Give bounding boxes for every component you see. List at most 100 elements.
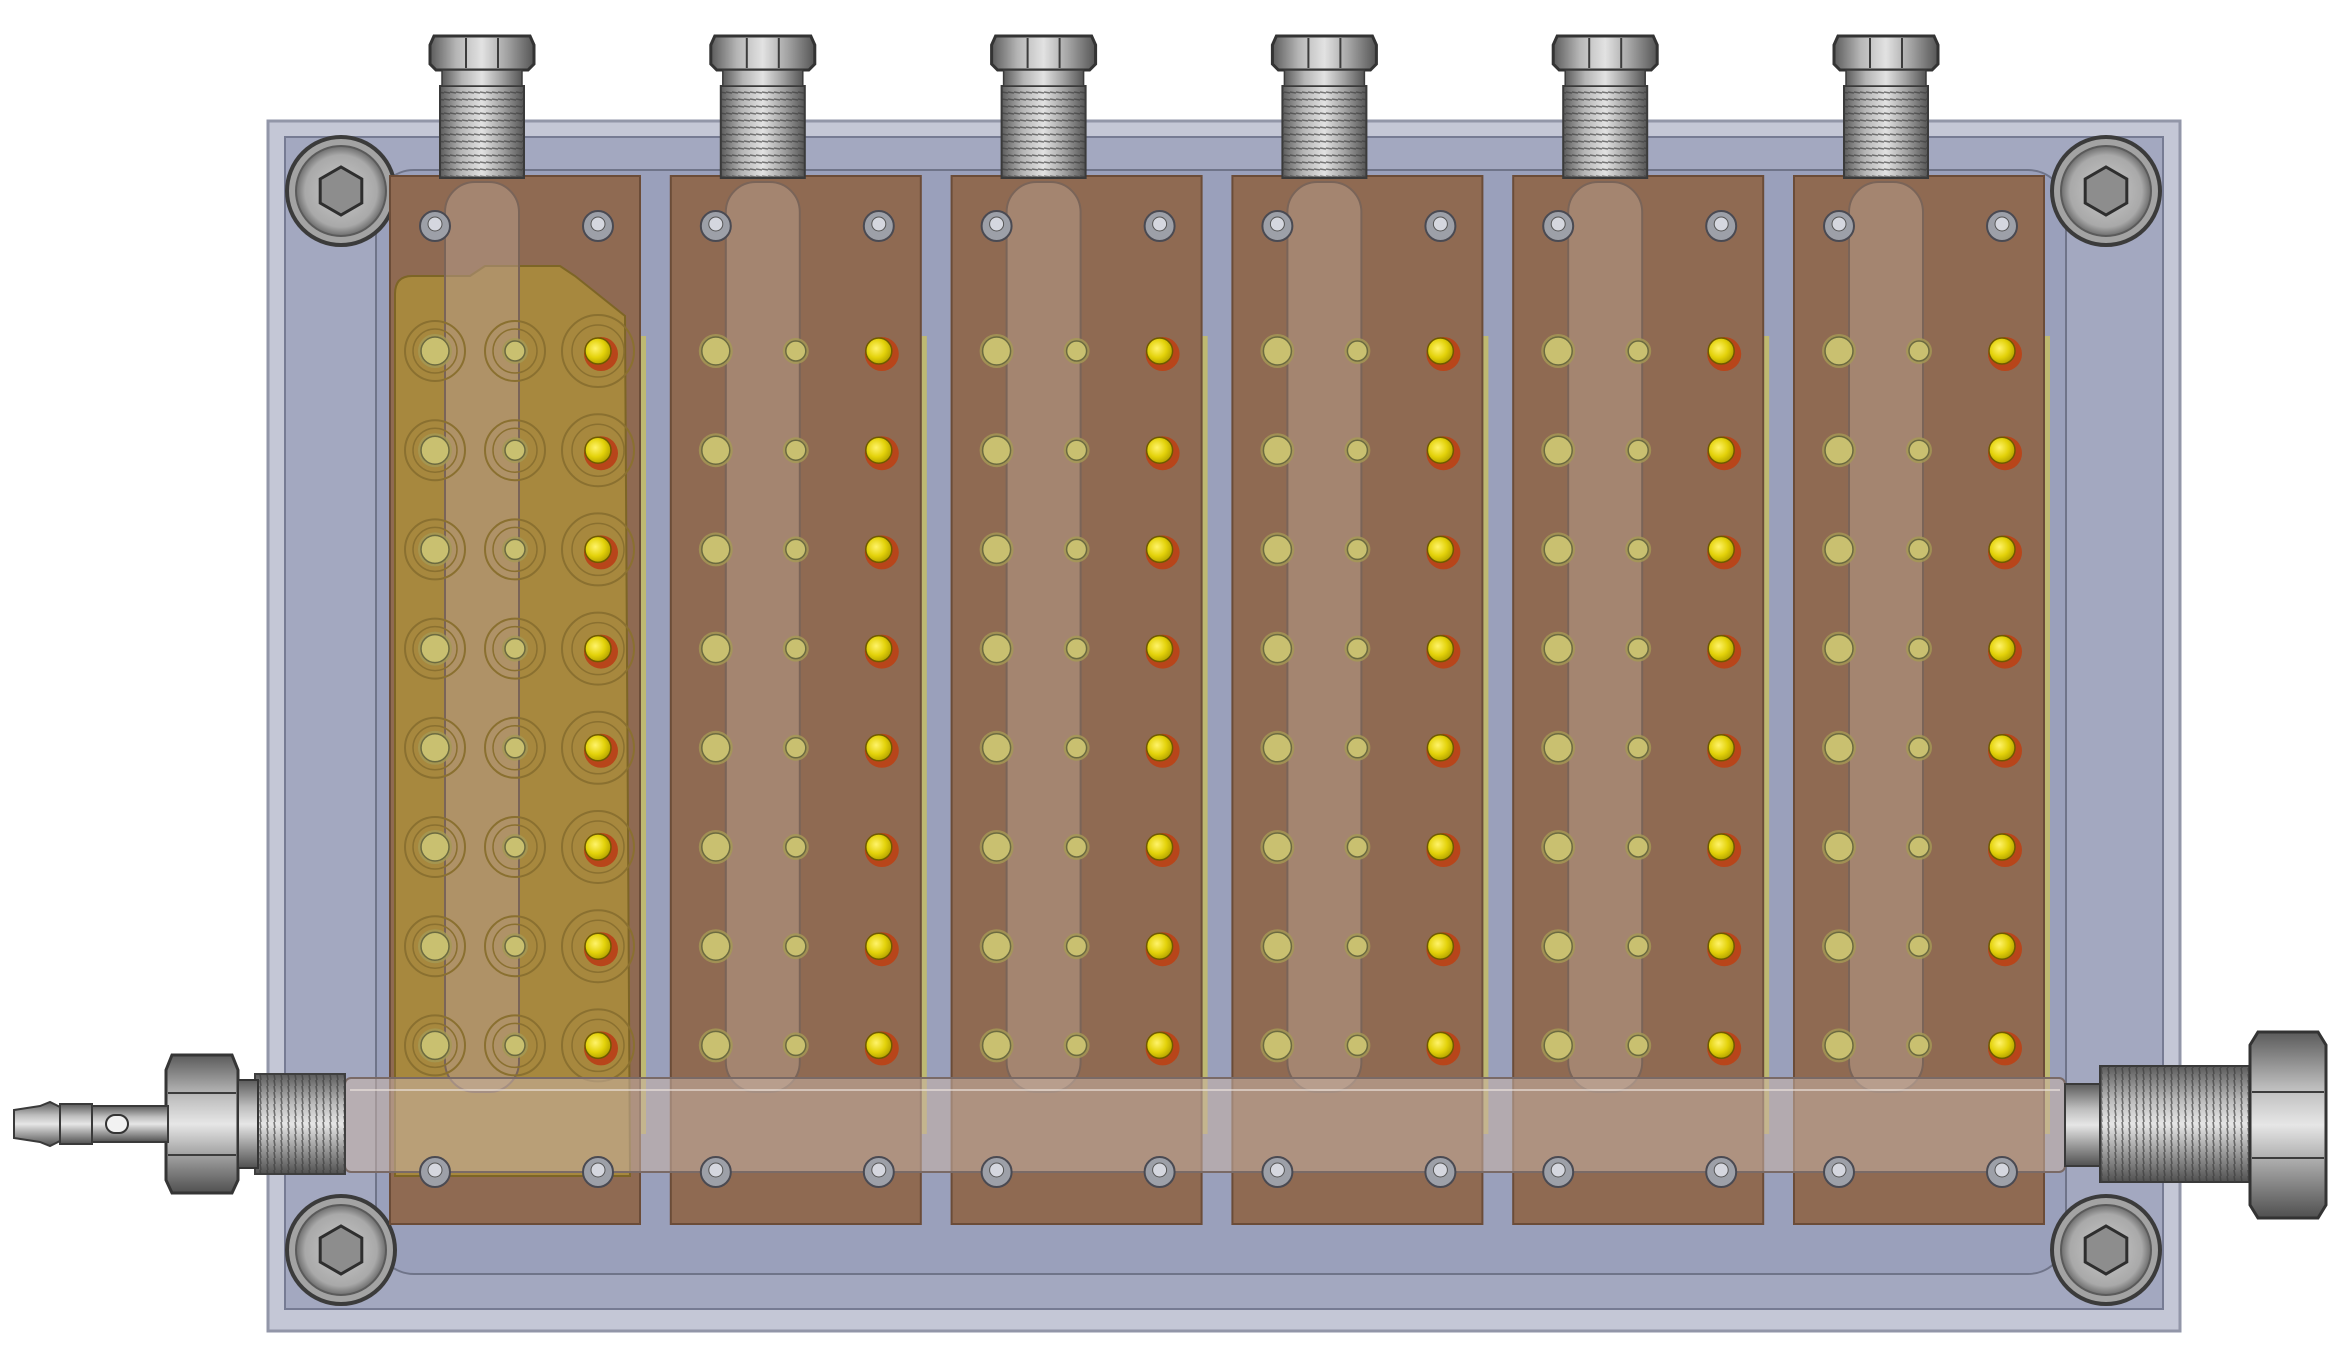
hole xyxy=(865,932,893,960)
hole-ring xyxy=(484,1014,546,1077)
hole xyxy=(1543,534,1573,565)
hole-ring xyxy=(404,419,466,482)
hole-ring xyxy=(561,314,635,388)
hole xyxy=(1707,436,1735,464)
hole xyxy=(1543,733,1573,763)
hole-ring xyxy=(484,915,546,978)
hole-ring xyxy=(484,518,546,581)
hole xyxy=(1824,336,1854,366)
hole xyxy=(981,931,1012,961)
hole xyxy=(1145,932,1174,960)
hole-ring xyxy=(484,716,546,779)
plate-edge xyxy=(1761,336,1770,1134)
hole xyxy=(785,836,807,858)
hole xyxy=(584,932,612,960)
hole xyxy=(584,436,612,464)
hole xyxy=(701,733,731,763)
socket-bolt-icon xyxy=(2050,135,2162,247)
hole xyxy=(1908,836,1930,858)
hole xyxy=(865,535,893,564)
hex-nut-icon xyxy=(164,1053,240,1195)
hole xyxy=(785,340,807,362)
hole xyxy=(1988,1031,2016,1060)
hole xyxy=(1707,337,1735,365)
hole xyxy=(701,832,731,862)
plate-edge xyxy=(1199,336,1208,1134)
hole xyxy=(1426,1031,1455,1060)
hole xyxy=(1426,634,1455,663)
hex-nut-icon xyxy=(1832,34,1940,72)
hole xyxy=(584,337,612,365)
hole xyxy=(1707,833,1735,861)
hole xyxy=(584,734,612,762)
socket-bolt-icon xyxy=(285,1194,397,1306)
bottom-screws xyxy=(419,1156,2018,1188)
hole xyxy=(981,435,1012,465)
hole xyxy=(1988,833,2016,861)
hole xyxy=(1908,935,1930,957)
hex-nut-icon xyxy=(990,34,1098,72)
hole xyxy=(1627,538,1649,561)
hole xyxy=(865,1031,893,1060)
hole xyxy=(1908,538,1930,561)
hole xyxy=(1262,832,1293,862)
hex-nut-icon xyxy=(1270,34,1378,72)
hole xyxy=(1543,832,1573,862)
hole xyxy=(504,836,526,858)
hole xyxy=(1908,340,1930,362)
electrode-plates xyxy=(389,175,2050,1225)
hole xyxy=(504,737,526,759)
plate-3 xyxy=(950,175,1208,1225)
hole xyxy=(420,534,450,565)
hole xyxy=(1346,1034,1369,1057)
hole-ring xyxy=(404,518,466,581)
hole xyxy=(504,538,526,561)
hole-ring xyxy=(404,716,466,779)
hole xyxy=(1908,637,1930,660)
plate-edge xyxy=(2042,336,2050,1134)
hole xyxy=(584,535,612,564)
hole-ring xyxy=(484,816,546,878)
plate-edge xyxy=(918,336,927,1134)
hole xyxy=(420,931,450,961)
hole xyxy=(981,832,1012,862)
hole xyxy=(1543,435,1573,465)
hole xyxy=(1543,633,1573,664)
hole xyxy=(865,337,893,365)
hole xyxy=(1065,637,1088,660)
hole xyxy=(1988,436,2016,464)
hole xyxy=(1346,439,1369,461)
hole xyxy=(1824,832,1854,862)
hole xyxy=(1426,436,1455,464)
socket-bolt-icon xyxy=(285,135,397,247)
hole xyxy=(584,1031,612,1060)
hole-ring xyxy=(404,320,466,382)
hole xyxy=(1262,1030,1293,1061)
hole xyxy=(981,633,1012,664)
hole xyxy=(1824,435,1854,465)
hole xyxy=(1426,833,1455,861)
hole xyxy=(1707,535,1735,564)
hole xyxy=(701,336,731,366)
hole-ring xyxy=(561,413,635,488)
hole xyxy=(1346,935,1369,957)
hole xyxy=(1426,932,1455,960)
hole xyxy=(1065,340,1088,362)
top-fitting-5 xyxy=(1551,34,1659,179)
hole xyxy=(1262,733,1293,763)
hole xyxy=(1707,634,1735,663)
hole xyxy=(1627,340,1649,362)
hole xyxy=(1346,836,1369,858)
top-fittings xyxy=(428,34,1940,179)
hole xyxy=(981,733,1012,763)
hole xyxy=(701,534,731,565)
hole xyxy=(865,734,893,762)
hole xyxy=(504,340,526,362)
hole xyxy=(701,931,731,961)
hole xyxy=(1145,436,1174,464)
hex-nut-icon xyxy=(428,34,536,72)
hole xyxy=(504,935,526,957)
hole xyxy=(1824,733,1854,763)
hex-nut-icon xyxy=(709,34,817,72)
